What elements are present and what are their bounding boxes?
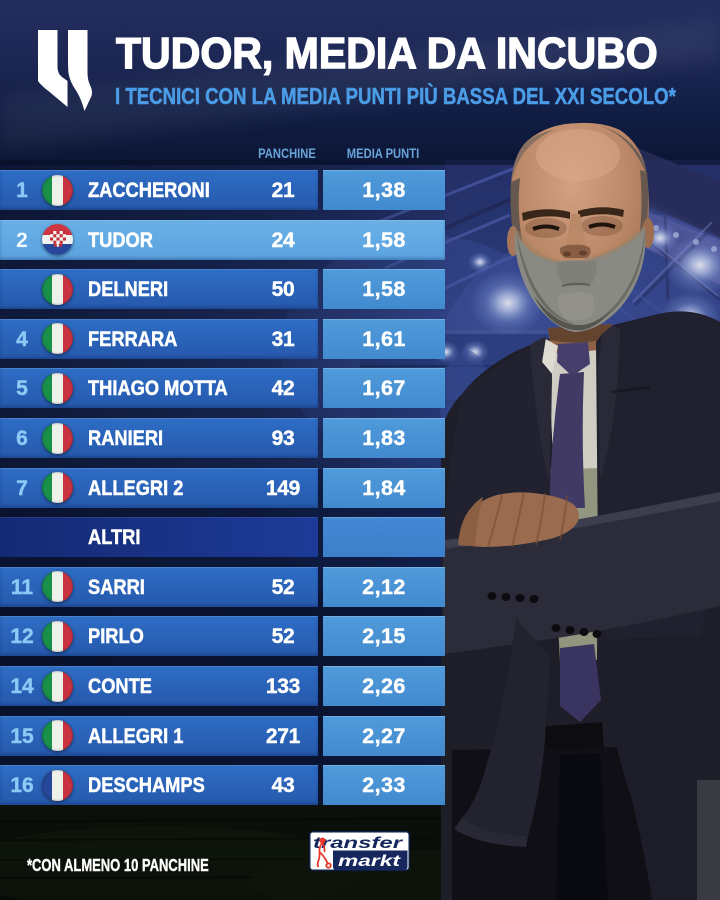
svg-text:transfer: transfer xyxy=(313,835,403,852)
svg-text:markt: markt xyxy=(338,853,401,870)
